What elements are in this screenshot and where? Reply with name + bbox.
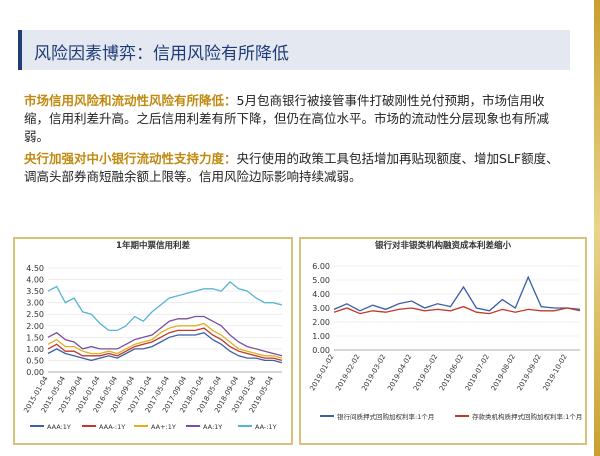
x-tick-label: 2019-02-02 bbox=[334, 353, 361, 392]
series-line bbox=[333, 275, 581, 312]
y-tick-label: 2.00 bbox=[26, 322, 44, 331]
y-tick-label: 0.00 bbox=[312, 346, 330, 355]
paragraph: 市场信用风险和流动性风险有所降低：5月包商银行被接管事件打破刚性兑付预期，市场信… bbox=[24, 92, 564, 146]
y-tick-label: 4.00 bbox=[312, 290, 330, 299]
y-tick-label: 0.00 bbox=[26, 368, 44, 377]
x-tick-label: 2019-09-02 bbox=[516, 353, 543, 392]
y-tick-label: 2.00 bbox=[312, 318, 330, 327]
legend-label: AA:1Y bbox=[203, 423, 222, 431]
series-line bbox=[47, 331, 283, 364]
lead: 央行加强对中小银行流动性支持力度： bbox=[24, 151, 237, 166]
lead: 市场信用风险和流动性风险有所降低： bbox=[24, 93, 237, 108]
legend-label: AA+:1Y bbox=[151, 423, 176, 431]
series-line bbox=[47, 327, 283, 362]
chart-frame bbox=[299, 237, 587, 445]
y-tick-label: 4.50 bbox=[26, 264, 44, 273]
x-tick-label: 2019-03-02 bbox=[360, 353, 387, 392]
y-tick-label: 2.50 bbox=[26, 310, 44, 319]
series-line bbox=[333, 305, 581, 315]
y-tick-label: 1.50 bbox=[26, 333, 44, 342]
chart-title: 银行对非银类机构融资成本利差缩小 bbox=[374, 240, 512, 251]
chart-frame bbox=[13, 237, 293, 445]
legend-label: 银行间质押式回购加权利率:1个月 bbox=[337, 412, 434, 421]
slide-title: 风险因素博弈：信用风险有所降低 bbox=[34, 44, 289, 64]
legend-label: AAA:1Y bbox=[47, 423, 71, 431]
y-tick-label: 6.00 bbox=[312, 262, 330, 271]
y-tick-label: 1.00 bbox=[26, 345, 44, 354]
legend-label: AA-:1Y bbox=[255, 423, 277, 431]
y-tick-label: 3.00 bbox=[26, 299, 44, 308]
x-tick-label: 2019-07-02 bbox=[464, 353, 491, 392]
paragraph: 央行加强对中小银行流动性支持力度：央行使用的政策工具包括增加再贴现额度、增加SL… bbox=[24, 150, 564, 186]
y-tick-label: 0.50 bbox=[26, 356, 44, 365]
chart-title: 1年期中票信用利差 bbox=[116, 240, 190, 251]
y-tick-label: 1.00 bbox=[312, 332, 330, 341]
text: 5月包商银行被接管事件打破刚性兑付预期，市场信用收缩，信用利差升高。之后信用利差… bbox=[24, 93, 550, 144]
x-tick-label: 2019-01-02 bbox=[308, 353, 335, 392]
x-tick-label: 2019-10-02 bbox=[542, 353, 569, 392]
y-tick-label: 3.50 bbox=[26, 287, 44, 296]
legend-label: 存款类机构质押式回购加权利率:1个月 bbox=[472, 412, 582, 421]
y-tick-label: 3.00 bbox=[312, 304, 330, 313]
series-line bbox=[47, 315, 283, 357]
title-bar: 风险因素博弈：信用风险有所降低 bbox=[18, 30, 570, 70]
text: 央行使用的政策工具包括增加再贴现额度、增加SLF额度、调高头部券商短融余额上限等… bbox=[24, 151, 559, 184]
x-tick-label: 2019-05-02 bbox=[412, 353, 439, 392]
series-line bbox=[47, 281, 283, 332]
x-tick-label: 2019-08-02 bbox=[490, 353, 517, 392]
legend-label: AAA-:1Y bbox=[99, 423, 125, 431]
x-tick-label: 2019-04-02 bbox=[386, 353, 413, 392]
x-tick-label: 2019-06-02 bbox=[438, 353, 465, 392]
y-tick-label: 4.00 bbox=[26, 276, 44, 285]
y-tick-label: 5.00 bbox=[312, 276, 330, 285]
edge-decoration bbox=[594, 0, 600, 456]
series-line bbox=[47, 322, 283, 359]
